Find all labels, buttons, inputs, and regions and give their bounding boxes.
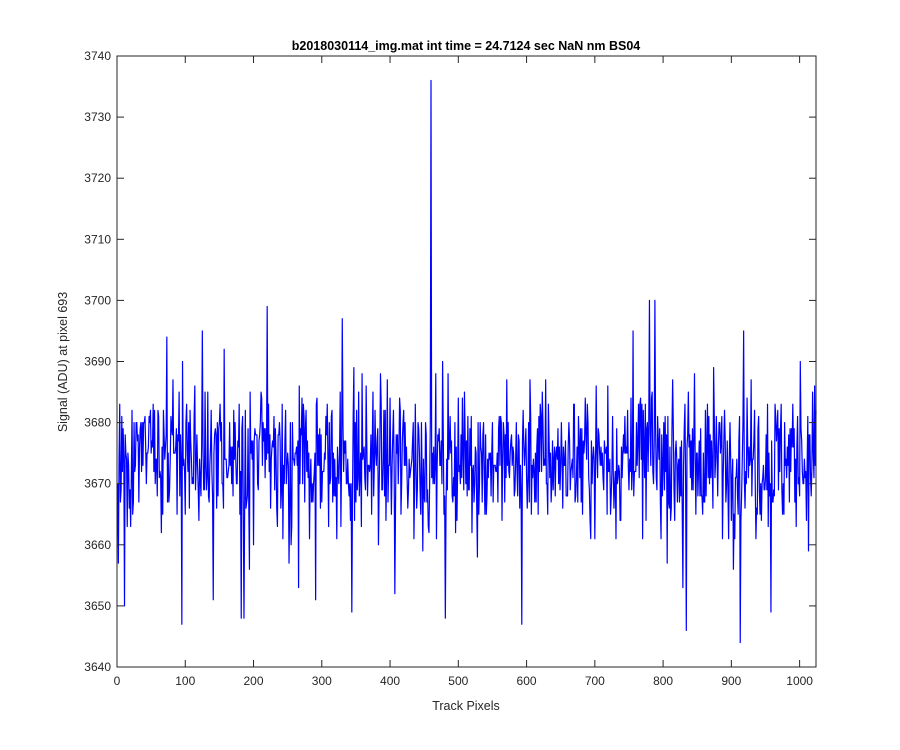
plot-area-background — [117, 56, 816, 667]
y-tick-label: 3700 — [84, 293, 111, 307]
y-tick-label: 3650 — [84, 599, 111, 613]
y-tick-label: 3710 — [84, 232, 111, 246]
x-tick-label: 800 — [653, 674, 673, 688]
x-tick-label: 1000 — [786, 674, 813, 688]
series-layer — [117, 79, 817, 644]
y-tick-label: 3690 — [84, 355, 111, 369]
x-tick-label: 0 — [114, 674, 121, 688]
y-tick-label: 3640 — [84, 660, 111, 674]
y-tick-label: 3660 — [84, 538, 111, 552]
x-tick-label: 300 — [312, 674, 332, 688]
x-tick-label: 600 — [517, 674, 537, 688]
x-tick-label: 500 — [448, 674, 468, 688]
chart-title: b2018030114_img.mat int time = 24.7124 s… — [292, 39, 641, 53]
x-tick-label: 400 — [380, 674, 400, 688]
y-tick-label: 3680 — [84, 416, 111, 430]
y-tick-label: 3740 — [84, 49, 111, 63]
y-tick-label: 3670 — [84, 477, 111, 491]
series-line — [117, 79, 817, 644]
y-tick-label: 3730 — [84, 110, 111, 124]
y-tick-label: 3720 — [84, 171, 111, 185]
ticks-layer: 0 100 200 300 400 500 600 700 800 900 1000 3640 3650… — [84, 49, 816, 688]
y-axis-label: Signal (ADU) at pixel 693 — [56, 292, 70, 432]
x-axis-label: Track Pixels — [432, 699, 500, 713]
x-tick-label: 700 — [585, 674, 605, 688]
x-tick-label: 200 — [244, 674, 264, 688]
x-tick-label: 900 — [721, 674, 741, 688]
x-tick-label: 100 — [175, 674, 195, 688]
